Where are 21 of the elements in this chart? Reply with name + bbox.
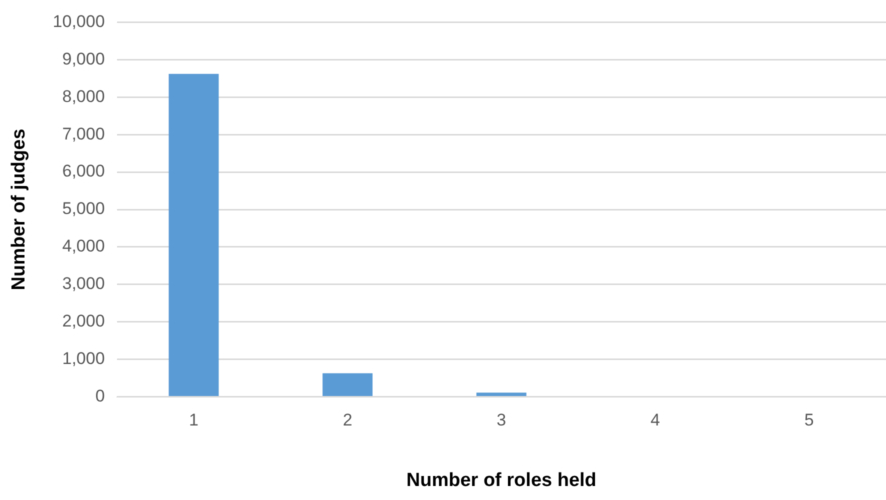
- bar: [322, 373, 373, 396]
- y-tick-label: 10,000: [52, 12, 105, 31]
- y-tick-label: 4,000: [62, 236, 105, 256]
- y-tick-label: 9,000: [62, 49, 105, 68]
- bar: [168, 74, 219, 396]
- y-axis-title: Number of judges: [8, 128, 30, 290]
- y-tick-label: 6,000: [62, 162, 105, 181]
- y-tick-label: 7,000: [62, 124, 105, 144]
- y-tick-label: 5,000: [62, 199, 105, 218]
- bar: [476, 392, 526, 396]
- x-tick-label: 4: [650, 410, 660, 430]
- x-axis-title: Number of roles held: [406, 470, 596, 491]
- x-tick-label: 2: [342, 410, 352, 430]
- x-tick-label: 5: [804, 410, 814, 430]
- y-tick-label: 1,000: [62, 349, 105, 368]
- y-tick-label: 8,000: [62, 86, 105, 106]
- y-tick-label: 3,000: [62, 274, 105, 294]
- y-tick-label: 0: [95, 386, 105, 406]
- x-tick-label: 1: [188, 410, 198, 430]
- y-tick-label: 2,000: [62, 312, 105, 331]
- x-tick-label: 3: [496, 410, 506, 430]
